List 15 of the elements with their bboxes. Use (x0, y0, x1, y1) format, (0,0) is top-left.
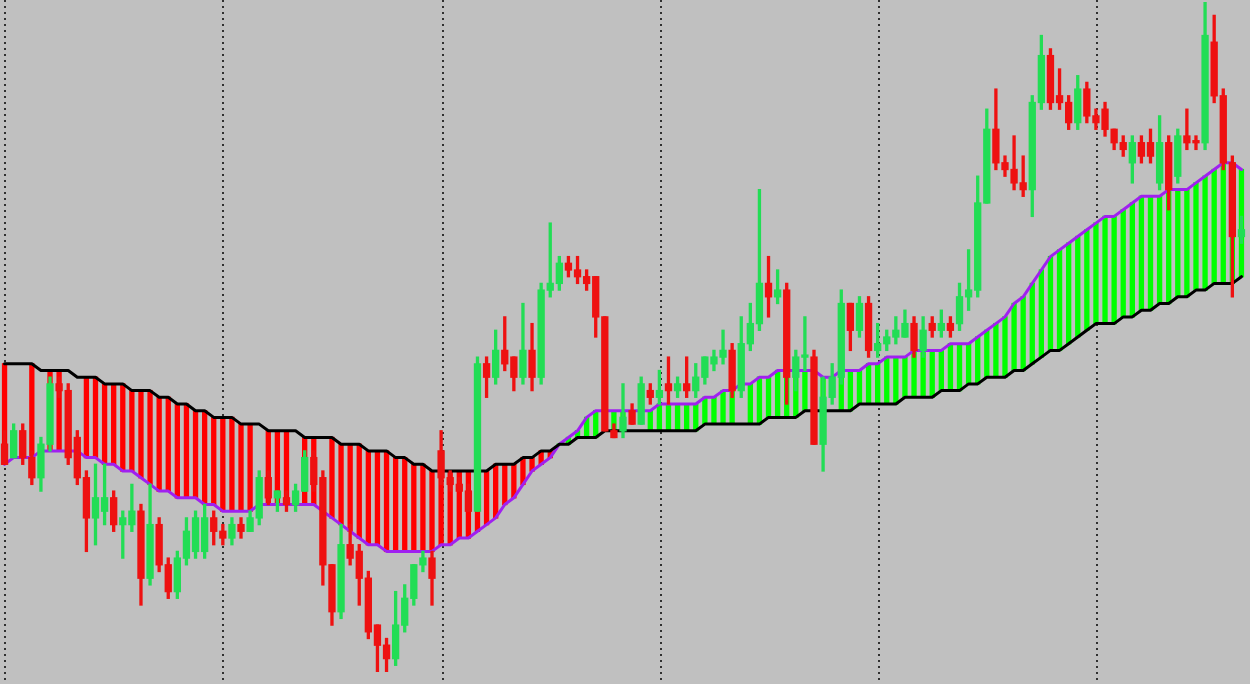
bar (1129, 202, 1135, 318)
bar (111, 383, 117, 465)
bar (1175, 188, 1181, 298)
bar (211, 416, 217, 506)
bar (1211, 168, 1217, 285)
bar (1147, 195, 1154, 311)
bar (192, 410, 199, 499)
bar (1156, 195, 1163, 305)
bar (392, 456, 399, 553)
bar (411, 463, 417, 553)
bar (365, 450, 371, 546)
bar (165, 396, 171, 492)
bar (1120, 209, 1126, 318)
bar (1138, 195, 1145, 311)
bar (374, 450, 381, 546)
